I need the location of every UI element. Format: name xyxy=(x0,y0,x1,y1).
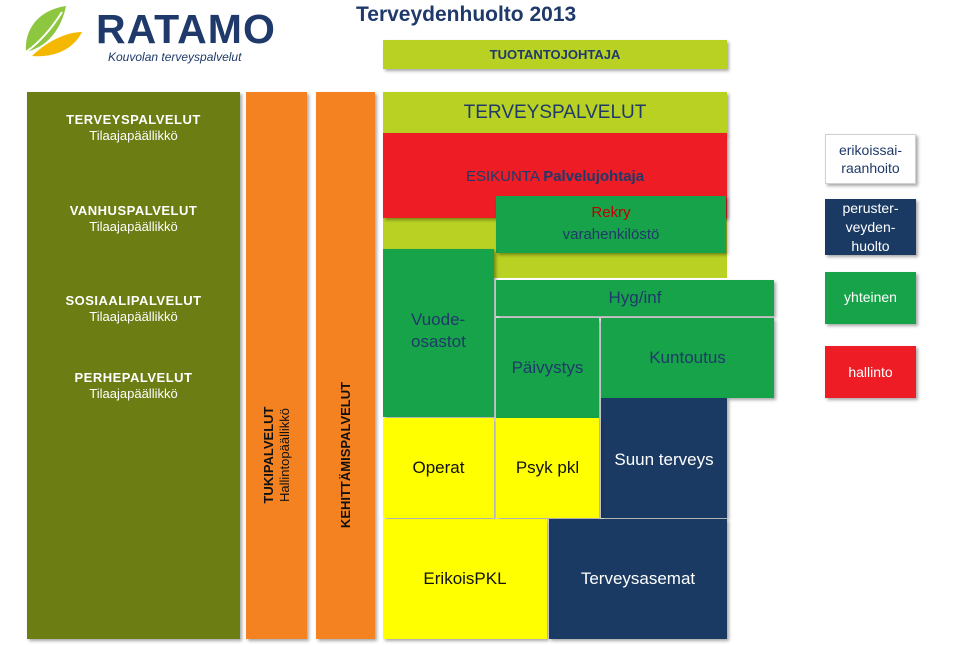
kehittamispalvelut-label: KEHITTÄMISPALVELUT xyxy=(337,381,353,529)
rekry-box[interactable]: Rekry varahenkilöstö xyxy=(496,196,726,253)
hyg-inf-box[interactable]: Hyg/inf xyxy=(496,280,774,316)
page-title: Terveydenhuolto 2013 xyxy=(356,3,577,26)
terveyspalvelut-tilaaja[interactable]: TERVEYSPALVELUT Tilaajapäällikkö xyxy=(66,112,201,143)
suun-terveys-box[interactable]: Suun terveys xyxy=(601,398,727,518)
perusterveydenhuolto-box[interactable]: peruster- veyden- huolto xyxy=(825,199,916,255)
logo-name: RATAMO xyxy=(96,6,276,52)
perhepalvelut-tilaaja[interactable]: PERHEPALVELUT Tilaajapäällikkö xyxy=(74,370,193,401)
hallinto-box[interactable]: hallinto xyxy=(825,346,916,398)
tukipalvelut-label: TUKIPALVELUT Hallintopäällikkö xyxy=(260,406,292,504)
erikois-pkl-box[interactable]: ErikoisPKL xyxy=(383,519,547,639)
paivystys-box[interactable]: Päivystys xyxy=(496,318,599,418)
vanhuspalvelut-tilaaja[interactable]: VANHUSPALVELUT Tilaajapäällikkö xyxy=(69,203,198,234)
terveysasemat-box[interactable]: Terveysasemat xyxy=(549,519,727,639)
tilaaja-column: TERVEYSPALVELUT Tilaajapäällikkö VANHUSP… xyxy=(27,92,240,639)
tuotantojohtaja-box[interactable]: TUOTANTOJOHTAJA xyxy=(383,40,727,69)
ratamo-leaf-logo-icon xyxy=(25,6,82,57)
operat-box[interactable]: Operat xyxy=(383,418,494,518)
esikunta-label: ESIKUNTA Palvelujohtaja xyxy=(465,168,645,185)
tukipalvelut-column[interactable]: TUKIPALVELUT Hallintopäällikkö xyxy=(246,92,307,639)
psyk-pkl-box[interactable]: Psyk pkl xyxy=(496,418,599,518)
erikoissairaanhoito-box[interactable]: erikoissai- raanhoito xyxy=(825,134,916,184)
terveyspalvelut-header[interactable]: TERVEYSPALVELUT xyxy=(383,92,727,134)
logo-subtitle: Kouvolan terveyspalvelut xyxy=(108,50,242,64)
vuodeosastot-box[interactable]: Vuode- osastot xyxy=(383,249,494,417)
kehittamispalvelut-column[interactable]: KEHITTÄMISPALVELUT xyxy=(316,92,375,639)
yhteinen-box[interactable]: yhteinen xyxy=(825,272,916,324)
kuntoutus-box[interactable]: Kuntoutus xyxy=(601,318,774,398)
sosiaalipalvelut-tilaaja[interactable]: SOSIAALIPALVELUT Tilaajapäällikkö xyxy=(65,293,202,324)
